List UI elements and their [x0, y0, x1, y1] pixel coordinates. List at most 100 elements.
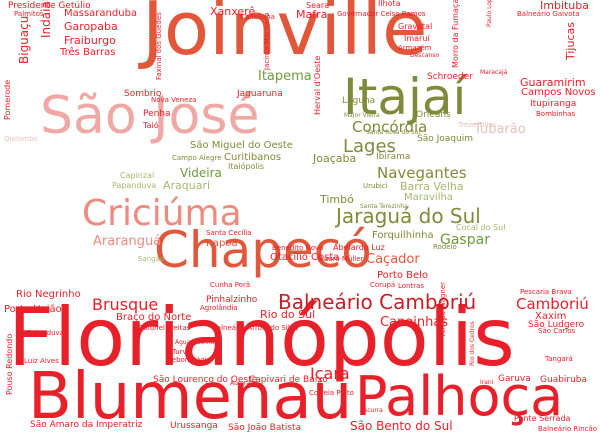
word-herval-doeste: Herval d'Oeste	[313, 55, 322, 115]
word-itaiopolis: Itaiópolis	[228, 162, 265, 171]
word-nova-veneza: Nova Veneza	[151, 96, 197, 104]
word-canoinhas: Canoinhas	[380, 315, 449, 330]
word-balneario-camboriu: Balneário Camboriú	[278, 290, 477, 314]
word-xaxim: Xaxim	[535, 311, 567, 322]
word-cunha-pora: Cunha Porã	[210, 281, 251, 289]
word-lontras: Lontras	[398, 282, 425, 290]
word-lebon-regis: Lebon Régis	[168, 356, 211, 364]
word-lauro-muller: Lauro Müller	[320, 255, 364, 263]
word-pomerode: Pomerode	[3, 79, 12, 120]
word-forquilhinha: Forquilhinha	[372, 230, 434, 241]
word-guaramirim: Guaramirim	[520, 76, 586, 89]
word-correia-pinto: Correia Pinto	[309, 389, 354, 397]
word-palhoca: Palhoça	[355, 365, 564, 428]
word-blumenau: Blumenau	[28, 360, 353, 434]
word-rio-negrinho: Rio Negrinho	[16, 289, 81, 300]
word-itupiranga: Itupiranga	[530, 99, 577, 109]
word-seara: Seara	[306, 1, 330, 10]
word-sao-joaquim: São Joaquim	[417, 134, 473, 144]
word-jaragua-do-sul: Jaraguá do Sul	[336, 204, 481, 228]
word-porto-uniao: Porto União	[4, 304, 62, 315]
word-araquari: Araquari	[163, 179, 211, 192]
word-agrolandia: Agrolândia	[200, 304, 238, 312]
word-urussanga: Urussanga	[170, 421, 218, 431]
word-imarui: Imaruí	[404, 34, 430, 43]
word-sao-amaro-da-imperatriz: São Amaro da Imperatriz	[30, 420, 143, 430]
word-criciuma: Criciúma	[82, 193, 242, 234]
word-rio-dos-cedros: Rio dos Cedros	[469, 321, 476, 366]
word-tangara: Tangará	[545, 355, 573, 363]
word-schroeder: Schroeder	[427, 72, 473, 82]
word-santa-rosa-do-sul: Santa Rosa do Sul	[366, 129, 421, 136]
word-jaguaruna: Jaguaruna	[237, 89, 283, 99]
word-capivari-de-baixo: Capivari de Baixo	[249, 375, 328, 385]
word-sao-miguel-do-oeste: São Miguel do Oeste	[190, 140, 293, 151]
word-massaranduba: Massaranduba	[64, 8, 138, 19]
word-abelardo-luz: Abelardo Luz	[333, 243, 385, 252]
word-ponte-serrada: Ponte Serrada	[514, 414, 571, 423]
word-guabiruba: Guabiruba	[540, 375, 588, 385]
word-coronel-freitas: Coronel Freitas	[138, 324, 191, 332]
word-imbituba: Imbituba	[540, 0, 590, 12]
word-campos-novos: Campos Novos	[521, 87, 596, 98]
word-canelinha: Canelinha	[240, 13, 275, 21]
word-sao-joao-batista: São João Batista	[228, 423, 302, 433]
word-tubarao: Tubarão	[474, 122, 526, 137]
word-braco-do-norte: Braço do Norte	[116, 312, 192, 323]
word-quilombo: Quilombo	[4, 135, 38, 143]
word-pinhalzinho: Pinhalzinho	[206, 295, 258, 305]
word-tijucas: Tijucas	[564, 22, 577, 60]
word-santa-cecilia: Santa Cecília	[206, 229, 252, 237]
word-garuva: Garuva	[498, 374, 531, 384]
word-rodeio: Rodeio	[433, 243, 457, 251]
word-itapema: Itapema	[258, 69, 312, 84]
word-sombrio: Sombrio	[124, 89, 162, 99]
word-laguna: Laguna	[342, 96, 376, 106]
word-fraiburgo: Fraiburgo	[64, 34, 116, 47]
word-paulo-lopes: Paulo Lopes	[486, 0, 493, 27]
word-concordia: Concórdia	[352, 118, 428, 136]
word-campo-alegre: Campo Alegre	[172, 154, 222, 162]
word-treze-tilias: Treze Tílias	[458, 121, 497, 129]
word-icara: Içara	[310, 364, 350, 383]
word-tres-barras: Três Barras	[60, 47, 116, 58]
word-itajai: Itajaí	[343, 68, 467, 126]
word-ilhota: Ilhota	[378, 0, 401, 8]
word-timbo: Timbó	[320, 193, 354, 206]
word-sao-jose: São José	[40, 86, 260, 146]
word-irani: Irani	[480, 379, 494, 386]
word-joacaba: Joaçaba	[313, 152, 357, 165]
word-orleans: Orleans	[416, 110, 451, 120]
word-otacilio-costa: Otacílio Costa	[270, 252, 340, 263]
word-sangao: Sangão	[138, 255, 165, 263]
word-penha: Penha	[143, 109, 171, 119]
word-sao-ludgero: São Ludgero	[528, 320, 585, 330]
word-balneario-arroio-do-silva: Balneário Arroio do Silva	[212, 324, 299, 332]
word-sao-bento-do-sul: São Bento do Sul	[350, 419, 453, 433]
word-maracaja: Maracajá	[480, 69, 508, 76]
word-catanduvas: Catanduvas	[26, 329, 68, 337]
word-balneario-gaivota: Balneário Gaivota	[517, 10, 580, 18]
word-ararangua: Araranguá	[93, 234, 162, 249]
word-descanso: Descanso	[410, 52, 440, 59]
word-palmitos: Palmitos	[14, 10, 44, 18]
word-ibirama: Ibirama	[376, 152, 411, 162]
word-benedito-novo: Benedito Novo	[272, 244, 324, 252]
word-governador-celso-ramos: Governador Celso Ramos	[337, 10, 426, 18]
word-porto-belo: Porto Belo	[377, 270, 429, 281]
word-bombinhas: Bombinhas	[536, 110, 576, 118]
word-navegantes: Navegantes	[377, 164, 467, 182]
word-biguacu: Biguaçu	[17, 15, 31, 64]
word-cocal-do-sul: Cocal do Sul	[456, 223, 506, 232]
word-luiz-alves: Luiz Alves	[24, 357, 59, 365]
word-faxinal-dos-guedes: Faxinal dos Guedes	[155, 12, 163, 80]
word-barra-velha: Barra Velha	[400, 180, 464, 193]
word-armazem: Armazém	[398, 44, 432, 52]
word-brusque: Brusque	[92, 295, 159, 314]
word-sao-carlos: São Carlos	[538, 327, 576, 335]
word-capinzal: Capinzal	[120, 171, 155, 180]
word-mafra: Mafra	[296, 8, 328, 21]
word-gaspar: Gaspar	[440, 232, 490, 248]
word-videira: Videira	[180, 166, 222, 180]
